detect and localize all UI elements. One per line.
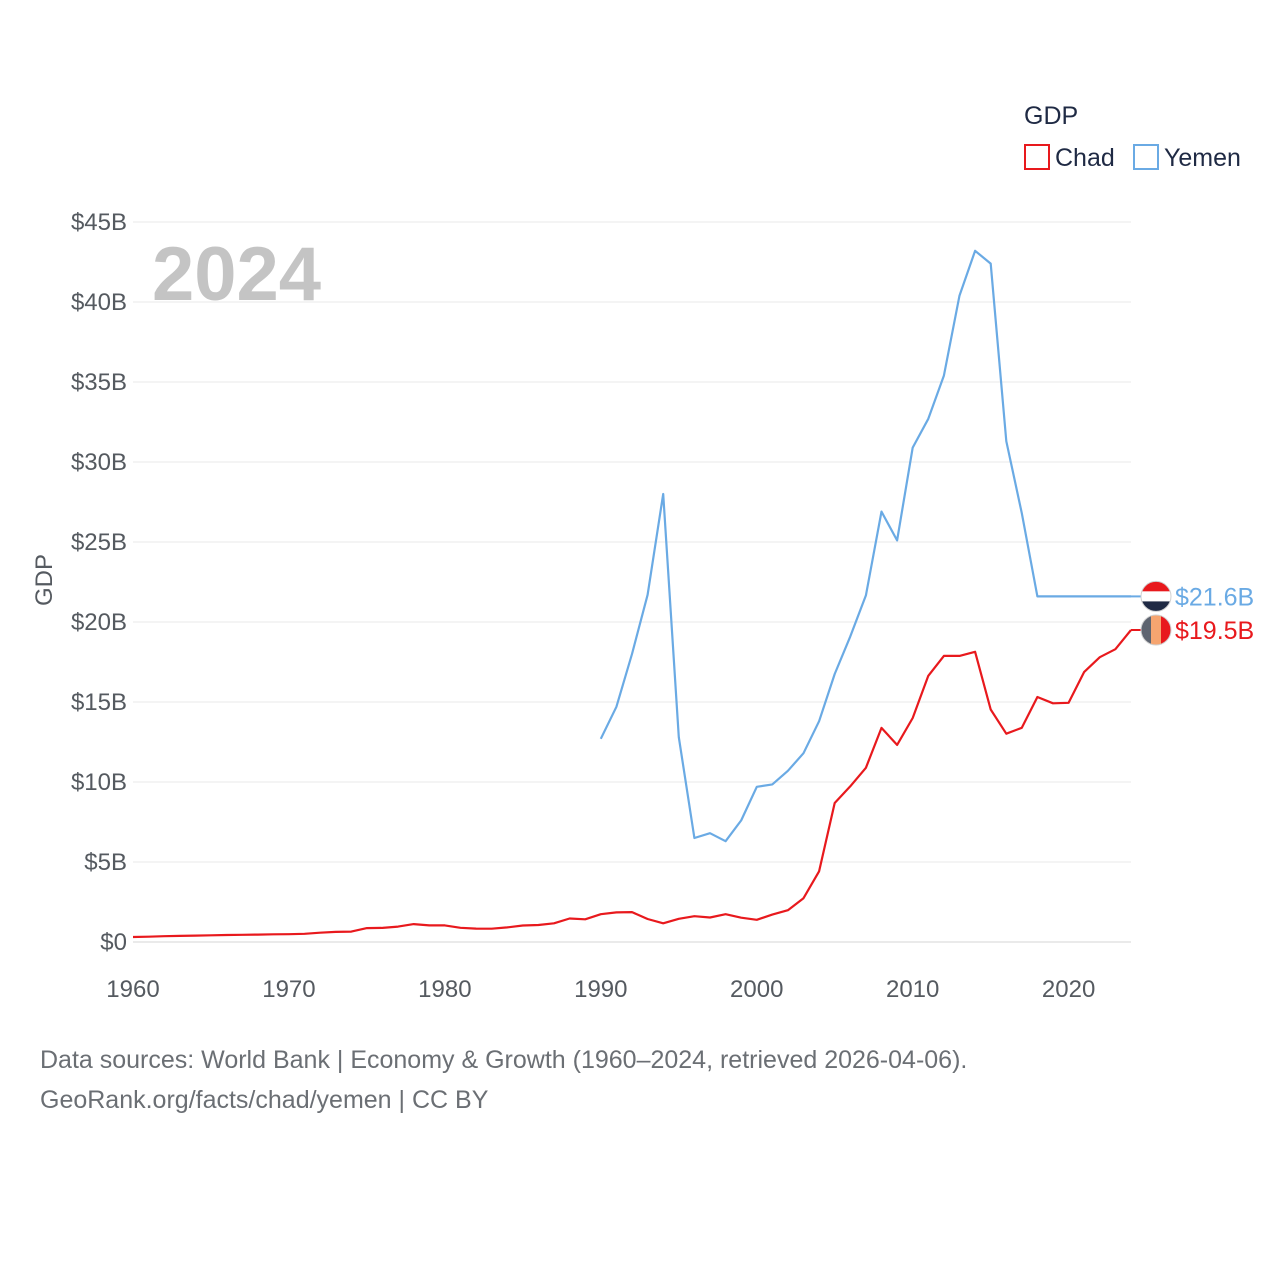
x-tick-label: 2000 [730,976,783,1003]
flag-yemen [1141,581,1171,612]
x-tick-label: 1960 [106,976,159,1003]
y-tick-label: $10B [71,769,127,796]
flag-border [1140,580,1172,612]
flag-stripe [1141,581,1171,592]
y-tick-label: $35B [71,369,127,396]
series-lines [132,249,1132,939]
data-sources-text: Data sources: World Bank | Economy & Gro… [40,1046,968,1074]
y-tick-label: $5B [84,849,127,876]
legend-title: GDP [1024,102,1078,130]
x-tick-label: 2020 [1042,976,1095,1003]
legend-swatch-yemen[interactable] [1133,144,1159,170]
flag-stripe [1161,615,1171,645]
flag-chad [1141,615,1171,645]
flag-stripe [1141,591,1171,602]
y-tick-label: $0 [100,929,127,956]
y-tick-label: $15B [71,689,127,716]
flag-stripe [1141,601,1171,612]
legend-swatch-chad[interactable] [1024,144,1050,170]
end-value-label-yemen: $21.6B [1175,583,1254,611]
footer: Data sources: World Bank | Economy & Gro… [40,1040,967,1120]
y-tick-label: $45B [71,209,127,236]
y-axis-ticks: $0 $5B $10B $15B $20B $25B $30B $35B $40B $45B [71,209,127,956]
legend-label-chad[interactable]: Chad [1055,144,1115,172]
gridlines [133,221,1131,943]
flag-stripe [1141,615,1151,645]
year-watermark: 2024 [152,232,321,317]
gdp-line-chart: 2024 $0 $5B $10B $15B $20B $25B $30B $35B $40B $4… [31,102,1254,1003]
end-value-label-chad: $19.5B [1175,617,1254,645]
flag-stripe [1151,615,1161,645]
y-axis-label: GDP [31,554,58,606]
x-tick-label: 1990 [574,976,627,1003]
x-axis-ticks: 1960 1970 1980 1990 2000 2010 2020 [106,976,1095,1003]
y-tick-label: $20B [71,609,127,636]
x-tick-label: 2010 [886,976,939,1003]
attribution-link[interactable]: GeoRank.org/facts/chad/yemen | CC BY [40,1086,489,1114]
series-line-chad [132,629,1132,939]
series-line-yemen [599,249,1131,843]
legend-label-yemen[interactable]: Yemen [1164,144,1241,172]
x-tick-label: 1980 [418,976,471,1003]
y-tick-label: $30B [71,449,127,476]
y-tick-label: $40B [71,289,127,316]
end-markers: $19.5B $21.6B [1131,580,1254,646]
x-tick-label: 1970 [262,976,315,1003]
y-tick-label: $25B [71,529,127,556]
flag-border [1140,614,1172,646]
legend: GDP Chad Yemen [1024,102,1241,172]
